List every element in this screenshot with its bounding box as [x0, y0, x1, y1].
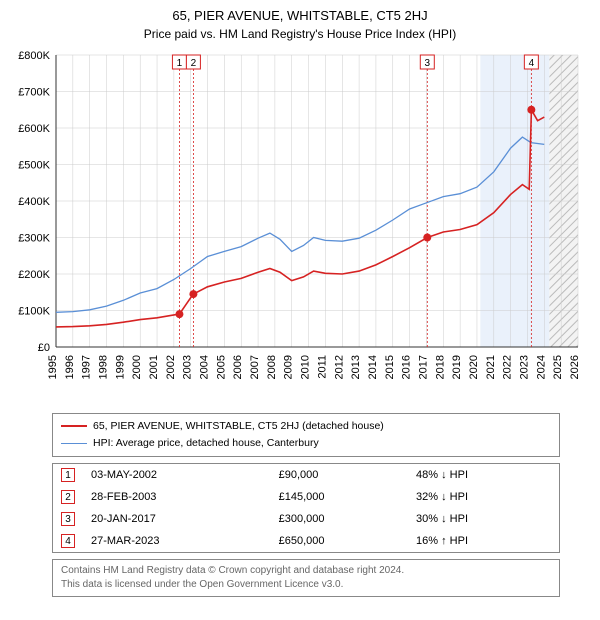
- x-axis-label: 2019: [451, 355, 463, 379]
- page-subtitle: Price paid vs. HM Land Registry's House …: [10, 27, 590, 41]
- legend-swatch: [61, 425, 87, 427]
- x-axis-label: 2004: [199, 355, 211, 379]
- sale-marker-icon: 1: [61, 468, 75, 482]
- y-axis-label: £500K: [18, 160, 50, 172]
- table-row: 1 03-MAY-2002£90,00048% ↓ HPI: [53, 464, 559, 486]
- sale-marker-icon: 2: [61, 490, 75, 504]
- page-root: 65, PIER AVENUE, WHITSTABLE, CT5 2HJ Pri…: [0, 0, 600, 620]
- chart-svg: £0 £100K £200K £300K £400K £500K £600K £700K £80…: [10, 47, 590, 407]
- sale-price: £145,000: [271, 486, 408, 508]
- sale-marker-icon: 3: [61, 512, 75, 526]
- footer-line: This data is licensed under the Open Gov…: [61, 578, 551, 592]
- x-axis-label: 1995: [47, 355, 59, 379]
- sale-hpi-diff: 30% ↓ HPI: [408, 508, 559, 530]
- x-axis-label: 2016: [401, 355, 413, 379]
- y-axis-label: £400K: [18, 196, 50, 208]
- x-axis-label: 2012: [333, 355, 345, 379]
- sale-point: [423, 234, 431, 242]
- legend-item: 65, PIER AVENUE, WHITSTABLE, CT5 2HJ (de…: [61, 418, 551, 435]
- y-axis-label: £100K: [18, 306, 50, 318]
- x-axis-label: 1999: [114, 355, 126, 379]
- y-axis-label: £0: [38, 342, 50, 354]
- table-row: 2 28-FEB-2003£145,00032% ↓ HPI: [53, 486, 559, 508]
- table-row: 3 20-JAN-2017£300,00030% ↓ HPI: [53, 508, 559, 530]
- sale-marker-number: 3: [425, 58, 431, 69]
- x-axis-label: 2014: [367, 355, 379, 379]
- x-axis-label: 2024: [535, 355, 547, 379]
- y-axis-label: £200K: [18, 269, 50, 281]
- x-axis-label: 2018: [434, 355, 446, 379]
- x-axis-label: 2020: [468, 355, 480, 379]
- x-axis-label: 2002: [165, 355, 177, 379]
- x-axis-label: 2013: [350, 355, 362, 379]
- x-axis-label: 2025: [552, 355, 564, 379]
- y-axis-label: £300K: [18, 233, 50, 245]
- legend-swatch: [61, 443, 87, 444]
- sale-marker-number: 2: [191, 58, 197, 69]
- page-title: 65, PIER AVENUE, WHITSTABLE, CT5 2HJ: [10, 8, 590, 23]
- legend-label: HPI: Average price, detached house, Cant…: [93, 435, 319, 452]
- x-axis-label: 2023: [518, 355, 530, 379]
- x-axis-label: 2015: [384, 355, 396, 379]
- x-axis-label: 1997: [81, 355, 93, 379]
- sale-date: 27-MAR-2023: [83, 530, 271, 552]
- y-axis-label: £600K: [18, 123, 50, 135]
- legend-item: HPI: Average price, detached house, Cant…: [61, 435, 551, 452]
- sales-table: 1 03-MAY-2002£90,00048% ↓ HPI 2 28-FEB-2003…: [52, 463, 560, 553]
- table-row: 4 27-MAR-2023£650,00016% ↑ HPI: [53, 530, 559, 552]
- x-axis-label: 2026: [569, 355, 581, 379]
- price-chart: £0 £100K £200K £300K £400K £500K £600K £700K £80…: [10, 47, 590, 407]
- sale-price: £90,000: [271, 464, 408, 486]
- legend-label: 65, PIER AVENUE, WHITSTABLE, CT5 2HJ (de…: [93, 418, 384, 435]
- series-hpi: [56, 137, 544, 312]
- x-axis-label: 2017: [417, 355, 429, 379]
- sale-marker-number: 4: [529, 58, 535, 69]
- sale-marker-icon: 4: [61, 534, 75, 548]
- y-axis-label: £700K: [18, 87, 50, 99]
- x-axis-label: 2001: [148, 355, 160, 379]
- sale-hpi-diff: 32% ↓ HPI: [408, 486, 559, 508]
- footer-line: Contains HM Land Registry data © Crown c…: [61, 564, 551, 578]
- x-axis-label: 2007: [249, 355, 261, 379]
- y-axis-label: £800K: [18, 50, 50, 62]
- x-axis-label: 2003: [182, 355, 194, 379]
- series-property: [56, 110, 544, 327]
- chart-legend: 65, PIER AVENUE, WHITSTABLE, CT5 2HJ (de…: [52, 413, 560, 457]
- sale-hpi-diff: 16% ↑ HPI: [408, 530, 559, 552]
- x-axis-label: 1996: [64, 355, 76, 379]
- sale-hpi-diff: 48% ↓ HPI: [408, 464, 559, 486]
- x-axis-label: 2010: [300, 355, 312, 379]
- x-axis-label: 2000: [131, 355, 143, 379]
- x-axis-label: 2021: [485, 355, 497, 379]
- sale-marker-number: 1: [177, 58, 183, 69]
- sale-date: 03-MAY-2002: [83, 464, 271, 486]
- x-axis-label: 1998: [98, 355, 110, 379]
- sale-point: [175, 310, 183, 318]
- sale-point: [189, 290, 197, 298]
- attribution-footer: Contains HM Land Registry data © Crown c…: [52, 559, 560, 597]
- sale-date: 20-JAN-2017: [83, 508, 271, 530]
- x-axis-label: 2009: [283, 355, 295, 379]
- x-axis-label: 2008: [266, 355, 278, 379]
- sale-date: 28-FEB-2003: [83, 486, 271, 508]
- sale-price: £650,000: [271, 530, 408, 552]
- x-axis-label: 2022: [502, 355, 514, 379]
- sale-point: [527, 106, 535, 114]
- x-axis-label: 2006: [232, 355, 244, 379]
- x-axis-label: 2011: [316, 355, 328, 379]
- sale-price: £300,000: [271, 508, 408, 530]
- x-axis-label: 2005: [215, 355, 227, 379]
